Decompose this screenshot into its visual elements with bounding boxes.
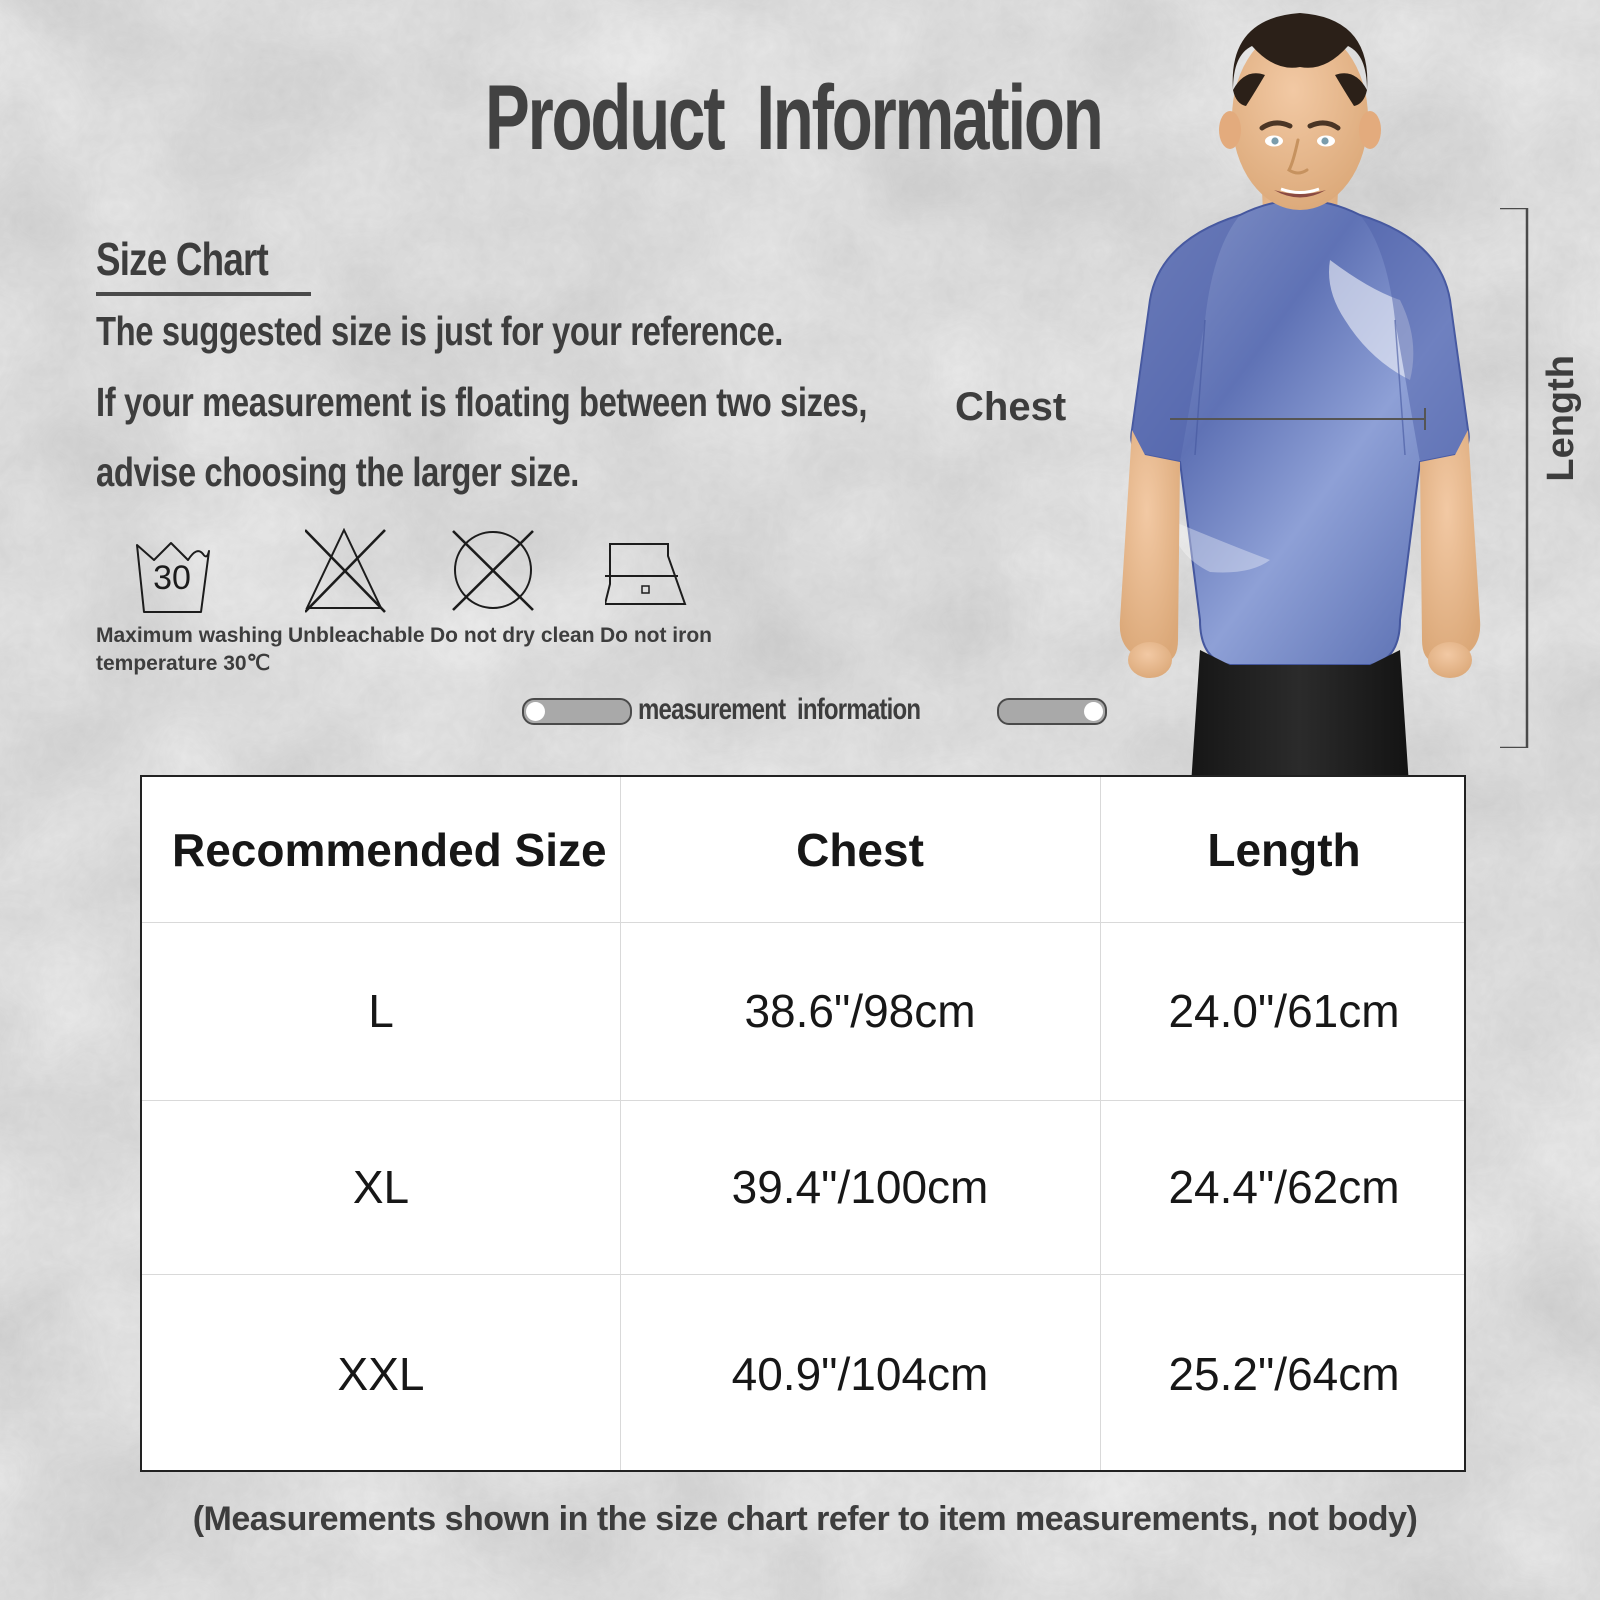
svg-text:30: 30 (153, 559, 191, 597)
